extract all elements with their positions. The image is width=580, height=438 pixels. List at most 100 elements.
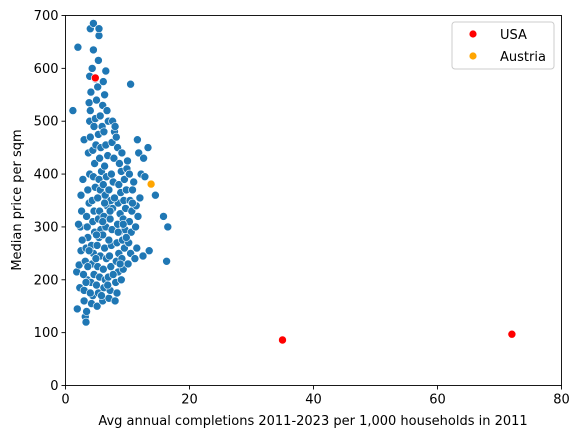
data-point — [84, 98, 94, 107]
y-tick-label: 100 — [34, 326, 59, 341]
data-point — [83, 262, 93, 271]
data-point — [79, 296, 89, 306]
data-point — [105, 214, 115, 224]
legend-label-austria: Austria — [500, 50, 546, 65]
x-axis-ticks: 0 20 40 60 80 — [61, 385, 570, 408]
data-point — [109, 153, 119, 163]
data-point — [92, 230, 101, 240]
data-point — [89, 19, 98, 28]
data-point — [86, 132, 95, 142]
data-point — [77, 206, 86, 216]
data-point — [81, 317, 91, 327]
data-point — [92, 241, 102, 250]
data-point — [125, 169, 134, 179]
data-point — [107, 169, 116, 179]
x-axis-label: Avg annual completions 2011-2023 per 1,0… — [98, 414, 527, 429]
data-point — [73, 304, 82, 314]
data-point — [129, 177, 138, 187]
data-point — [95, 111, 105, 121]
data-point — [95, 153, 104, 163]
data-point — [100, 198, 109, 208]
data-point — [99, 264, 108, 274]
data-point — [77, 235, 87, 245]
x-tick-label: 60 — [429, 393, 446, 408]
data-point — [79, 270, 88, 279]
data-point-usa — [507, 329, 517, 339]
x-tick-label: 20 — [181, 393, 198, 408]
data-point — [110, 122, 120, 131]
data-point — [132, 243, 142, 253]
x-tick-label: 0 — [61, 393, 69, 408]
data-point — [92, 301, 102, 311]
data-point — [112, 288, 122, 298]
data-point — [82, 222, 92, 232]
data-point — [104, 235, 114, 245]
data-point — [73, 42, 83, 52]
data-point — [87, 64, 97, 73]
data-point — [128, 185, 137, 195]
data-point — [100, 90, 109, 100]
data-point — [163, 222, 173, 232]
data-point — [97, 291, 106, 300]
legend-marker-austria — [469, 52, 477, 60]
legend-box — [451, 21, 555, 70]
data-point — [83, 185, 93, 195]
data-point — [68, 106, 78, 115]
data-point — [128, 198, 137, 208]
data-point — [114, 180, 124, 189]
data-point — [122, 233, 131, 242]
data-point-usa — [91, 73, 100, 83]
data-point — [133, 212, 143, 221]
data-point — [86, 288, 95, 298]
data-point — [91, 254, 101, 263]
y-tick-label: 600 — [34, 62, 59, 77]
y-axis-ticks: 0 100 200 300 400 500 600 700 — [34, 9, 66, 394]
data-point — [94, 24, 104, 34]
data-point — [123, 156, 132, 166]
data-point — [101, 66, 111, 76]
x-tick-label: 80 — [553, 393, 570, 408]
data-point — [143, 143, 153, 152]
data-point — [130, 254, 140, 263]
data-point — [134, 148, 143, 158]
data-point — [92, 280, 101, 290]
points-layer — [68, 19, 517, 345]
x-tick-label: 40 — [305, 393, 322, 408]
data-point — [82, 307, 91, 316]
data-point-austria — [146, 179, 156, 189]
data-point — [82, 212, 91, 221]
data-point — [105, 206, 115, 216]
data-point — [131, 222, 140, 232]
data-point — [100, 161, 109, 171]
data-point — [139, 153, 148, 163]
data-point — [105, 251, 114, 261]
data-point — [94, 56, 103, 65]
data-point — [99, 77, 108, 86]
data-point — [89, 45, 98, 55]
data-point — [104, 185, 114, 195]
data-point — [115, 259, 125, 269]
data-point — [74, 220, 83, 229]
data-point — [98, 217, 107, 226]
data-point — [140, 172, 150, 181]
data-point — [99, 180, 108, 189]
y-tick-label: 200 — [34, 273, 59, 288]
data-point — [133, 135, 142, 144]
data-point — [103, 280, 112, 290]
data-point — [92, 95, 101, 105]
data-point — [84, 246, 94, 255]
data-point — [110, 296, 120, 306]
data-point — [120, 175, 129, 184]
legend: USA Austria — [451, 21, 555, 70]
y-axis-label: Median price per sqm — [10, 129, 25, 270]
data-point — [126, 79, 135, 89]
data-point — [159, 212, 168, 221]
data-point — [93, 82, 102, 92]
data-point — [138, 251, 148, 261]
y-tick-label: 0 — [50, 379, 58, 394]
data-point — [86, 106, 95, 115]
data-point — [123, 259, 133, 269]
data-point — [115, 159, 124, 168]
data-point-usa — [278, 335, 287, 345]
